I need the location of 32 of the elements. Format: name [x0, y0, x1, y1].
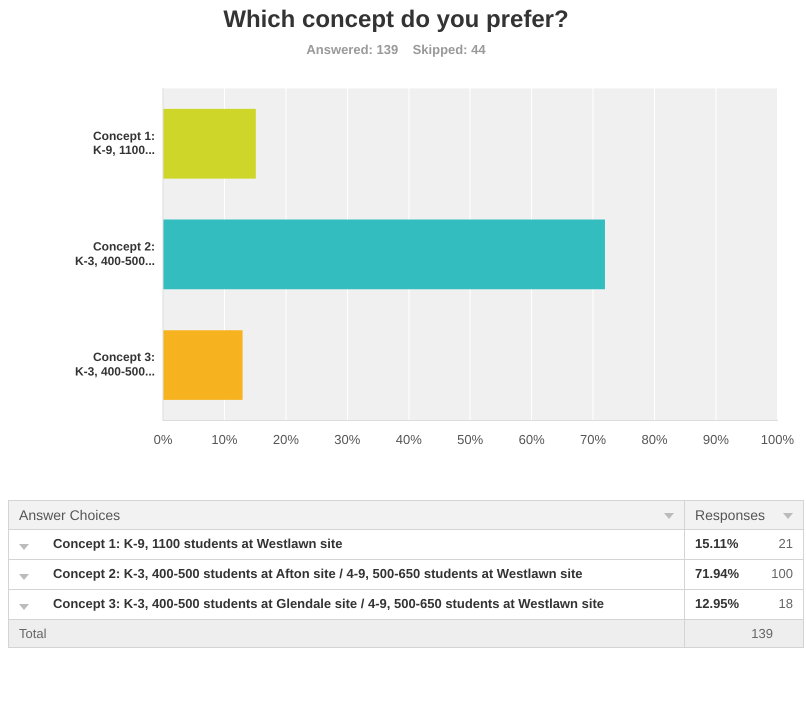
bar — [164, 220, 605, 290]
x-tick-label: 60% — [518, 432, 546, 447]
x-tick-label: 50% — [457, 432, 484, 447]
y-tick-label: Concept 2: K-3, 400-500... — [74, 240, 155, 268]
text: Total — [8, 620, 684, 648]
text: Responses — [684, 500, 804, 530]
text: 21 — [778, 536, 793, 551]
x-tick-label: 20% — [272, 432, 300, 447]
text: 12.95% — [695, 596, 740, 611]
x-tick-label: 70% — [580, 432, 607, 447]
text: 139 — [751, 626, 773, 641]
x-tick-label: 100% — [760, 432, 794, 447]
x-tick-label: 30% — [334, 432, 361, 447]
x-tick-label: 90% — [702, 432, 730, 447]
bar — [164, 330, 243, 400]
text: 18 — [778, 596, 793, 611]
chart-title: Which concept do you prefer? — [223, 6, 569, 34]
bar — [164, 108, 256, 179]
x-tick-label: 40% — [396, 432, 422, 447]
text: 71.94% — [695, 566, 740, 581]
text: Answer Choices — [8, 500, 684, 530]
y-tick-label: Concept 3: K-3, 400-500... — [74, 350, 155, 379]
text: 100 — [771, 566, 793, 581]
chart-subtitle: Answered: 139 Skipped: 44 — [306, 42, 486, 58]
x-tick-label: 0% — [154, 432, 173, 447]
text: Concept 3: K-3, 400-500 students at Glendale site / 4-9, 500-650 students at Westlawn site — [53, 596, 606, 613]
text: Concept 1: K-9, 1100 students at Westlawn site — [53, 536, 344, 553]
text: Concept 2: K-3, 400-500 students at Afton site / 4-9, 500-650 students at Westlawn site — [53, 566, 584, 583]
y-tick-label: Concept 1: K-9, 1100... — [92, 128, 155, 158]
x-tick-label: 10% — [211, 432, 238, 447]
text: 15.11% — [695, 536, 738, 551]
x-tick-label: 80% — [641, 432, 668, 447]
